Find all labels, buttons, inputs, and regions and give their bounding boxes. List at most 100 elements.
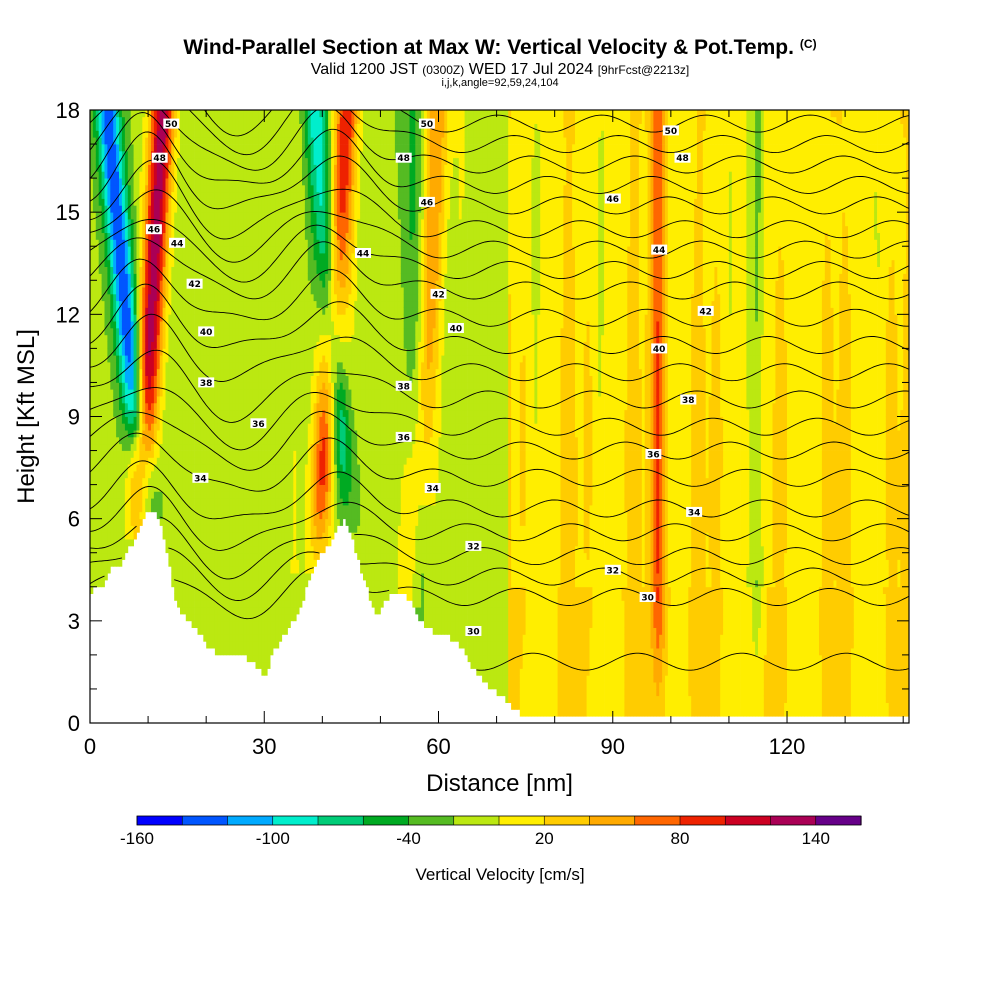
velocity-cell [188,457,192,465]
velocity-cell [223,205,227,213]
velocity-cell [142,423,146,431]
velocity-cell [243,341,248,349]
velocity-cell [232,348,236,356]
velocity-cell [185,150,190,159]
velocity-cell [156,246,161,254]
velocity-cell [246,525,251,533]
velocity-cell [235,266,239,274]
velocity-cell [156,430,161,438]
velocity-cell [145,477,149,485]
velocity-cell [214,232,219,240]
velocity-cell [165,491,169,499]
velocity-cell [116,116,120,124]
velocity-cell [182,259,187,267]
velocity-cell [133,144,137,152]
velocity-cell [182,178,187,186]
velocity-cell [174,498,178,506]
velocity-cell [92,443,97,451]
velocity-cell [243,518,248,526]
velocity-cell [217,416,222,424]
velocity-cell [127,246,132,254]
velocity-cell [200,253,204,261]
velocity-cell [214,280,219,288]
velocity-cell [116,348,120,356]
velocity-cell [235,396,239,404]
velocity-cell [113,505,117,513]
velocity-cell [153,293,158,302]
velocity-cell [119,144,123,152]
velocity-cell [226,137,230,145]
velocity-cell [162,402,166,411]
velocity-cell [252,293,256,302]
velocity-cell [209,178,213,186]
velocity-cell [180,450,184,458]
velocity-cell [229,246,233,254]
velocity-cell [278,573,283,581]
velocity-cell [206,137,210,145]
velocity-cell [238,137,242,145]
velocity-cell [194,259,198,267]
velocity-cell [119,307,123,315]
velocity-cell [217,641,222,649]
velocity-cell [212,600,216,608]
velocity-cell [246,416,251,424]
velocity-cell [243,334,248,342]
velocity-cell [121,532,126,540]
velocity-cell [133,191,137,199]
velocity-cell [235,205,239,213]
velocity-cell [246,532,251,540]
velocity-cell [226,498,230,506]
velocity-cell [278,328,283,336]
velocity-cell [165,518,169,526]
velocity-cell [278,614,283,622]
velocity-cell [151,287,155,295]
velocity-cell [124,253,129,261]
velocity-cell [273,566,277,574]
velocity-cell [241,137,245,145]
velocity-cell [90,443,94,451]
velocity-cell [124,362,129,370]
velocity-cell [194,355,198,363]
velocity-cell [197,532,201,540]
velocity-cell [104,573,108,581]
velocity-cell [162,368,166,376]
velocity-cell [206,130,210,138]
velocity-cell [246,368,251,376]
velocity-cell [281,348,285,356]
velocity-cell [182,477,187,485]
velocity-cell [238,355,242,363]
velocity-cell [168,464,172,472]
velocity-cell [261,198,265,206]
velocity-cell [278,586,283,594]
velocity-cell [270,293,274,302]
velocity-cell [182,110,187,118]
velocity-cell [241,402,245,411]
velocity-cell [139,511,143,520]
velocity-cell [238,573,242,581]
velocity-cell [92,559,97,567]
velocity-cell [243,634,248,642]
velocity-cell [203,348,207,356]
velocity-cell [220,130,224,138]
velocity-cell [191,184,195,193]
velocity-cell [249,518,253,526]
velocity-cell [241,436,245,445]
velocity-cell [159,116,163,124]
velocity-cell [95,355,100,363]
velocity-cell [235,600,239,608]
velocity-cell [177,505,181,513]
velocity-cell [203,566,207,574]
velocity-cell [107,246,111,254]
velocity-cell [281,239,285,247]
velocity-cell [261,525,265,533]
velocity-cell [174,341,178,349]
velocity-cell [197,355,201,363]
velocity-cell [110,130,114,138]
velocity-cell [206,620,210,628]
velocity-cell [110,539,114,547]
velocity-cell [177,443,181,451]
velocity-cell [281,314,285,322]
velocity-cell [246,559,251,567]
velocity-cell [151,491,155,499]
velocity-cell [275,600,280,608]
